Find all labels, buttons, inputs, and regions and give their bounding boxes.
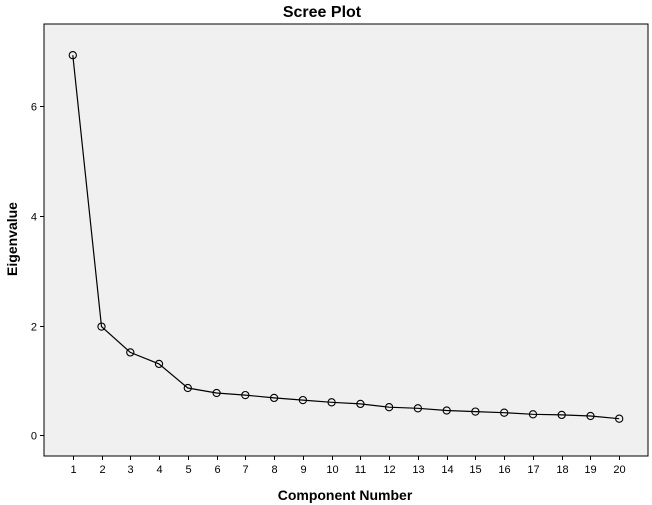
x-tick-label: 11 — [355, 464, 366, 476]
data-point — [528, 410, 538, 419]
y-tick-label: 6 — [31, 102, 37, 114]
data-point — [241, 390, 250, 400]
x-tick-label: 13 — [412, 464, 424, 476]
data-point — [471, 407, 480, 416]
data-point — [384, 403, 394, 412]
x-tick-label: 6 — [214, 464, 220, 476]
data-point — [68, 51, 77, 60]
y-axis-title: Eigenvalue — [4, 202, 20, 276]
eigenvalue-series — [68, 51, 624, 423]
y-tick-label: 2 — [31, 322, 37, 334]
x-tick-label: 3 — [127, 464, 133, 476]
chart-title: Scree Plot — [283, 4, 362, 21]
data-point — [97, 322, 106, 331]
x-tick-label: 2 — [99, 464, 105, 476]
y-tick-label: 4 — [31, 212, 37, 224]
x-tick-label: 15 — [469, 464, 481, 476]
x-tick-label: 19 — [584, 464, 596, 476]
data-point — [356, 399, 365, 409]
data-point — [212, 388, 221, 398]
y-tick-label: 0 — [31, 431, 37, 443]
data-point — [586, 411, 595, 421]
x-tick-label: 16 — [498, 464, 510, 476]
x-tick-label: 5 — [185, 464, 191, 476]
data-point — [413, 404, 423, 413]
data-point — [298, 395, 308, 405]
x-tick-label: 4 — [156, 464, 162, 476]
x-tick-label: 17 — [527, 464, 539, 476]
data-point — [442, 406, 451, 415]
data-point — [183, 383, 192, 393]
data-point — [557, 410, 566, 420]
x-axis-title: Component Number — [278, 487, 413, 503]
data-point — [126, 348, 135, 357]
data-point — [327, 398, 336, 407]
y-axis: 0 2 4 6 — [31, 102, 44, 443]
data-point — [615, 414, 624, 423]
x-axis: 1 2 3 4 5 6 7 8 9 10 11 12 13 14 15 16 17 18 19 20 — [70, 456, 626, 476]
data-point — [269, 393, 279, 403]
x-tick-label: 18 — [556, 464, 568, 476]
x-tick-label: 12 — [383, 464, 395, 476]
x-tick-label: 14 — [441, 464, 453, 476]
x-tick-label: 8 — [271, 464, 277, 476]
x-tick-label: 20 — [613, 464, 625, 476]
plot-area — [43, 23, 649, 457]
x-tick-label: 10 — [326, 464, 338, 476]
series-line — [72, 55, 620, 420]
x-tick-label: 1 — [70, 464, 76, 476]
x-tick-label: 7 — [242, 464, 248, 476]
x-tick-label: 9 — [300, 464, 306, 476]
data-point — [154, 359, 164, 369]
data-point — [500, 408, 509, 417]
